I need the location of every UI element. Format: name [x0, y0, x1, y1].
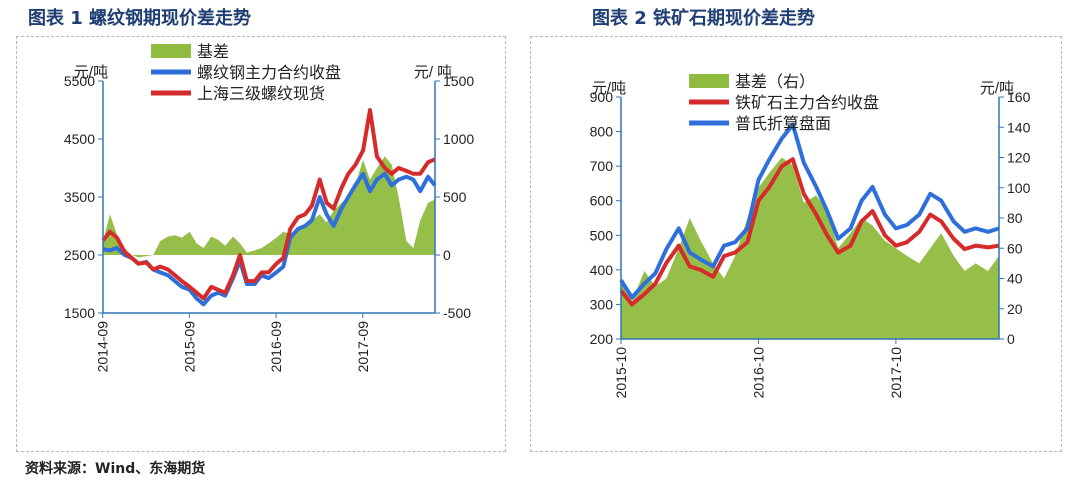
- iron-ore-basis-chart: 200 300 400 500 600 700 800 900 0 20 40 60 80 100 120 1…: [590, 73, 1031, 399]
- right-axis-unit: 元/ 吨: [414, 64, 452, 81]
- legend-label: 上海三级螺纹现货: [197, 85, 325, 103]
- left-tick-label: 5500: [64, 73, 95, 89]
- spot-line-series: [101, 108, 436, 301]
- left-tick-label: 3500: [64, 189, 95, 205]
- right-tick-label: 120: [1007, 150, 1031, 166]
- left-tick-label: 2500: [64, 247, 95, 263]
- chart-panel-1: 1500 2500 3500 4500 5500 -500 0 500 1000 1500 2014…: [16, 36, 506, 452]
- left-axis-unit: 元/吨: [592, 80, 626, 97]
- left-tick-label: 200: [590, 331, 614, 347]
- x-tick-label: 2015-10: [613, 347, 629, 399]
- legend-label: 螺纹钢主力合约收盘: [197, 63, 341, 82]
- right-tick-label: 1500: [443, 73, 474, 89]
- right-tick-label: 20: [1007, 301, 1023, 317]
- x-tick-label: 2016-09: [268, 321, 284, 373]
- right-tick-label: 500: [443, 189, 467, 205]
- x-tick-label: 2017-10: [888, 347, 904, 399]
- right-tick-label: 140: [1007, 119, 1031, 135]
- x-tick-label: 2017-09: [355, 321, 371, 373]
- figure-1-title: 图表 1 螺纹钢期现价差走势: [28, 8, 252, 29]
- x-tick-label: 2016-10: [750, 347, 766, 399]
- left-tick-label: 700: [590, 158, 614, 174]
- legend-label: 基差（右）: [735, 73, 815, 91]
- rebar-basis-chart: 15002500350045005500-5000500100015002014…: [64, 43, 475, 373]
- left-tick-label: 500: [590, 227, 614, 243]
- legend-label: 基差: [197, 43, 229, 61]
- futures-line-series: [619, 157, 1000, 307]
- right-tick-label: 40: [1007, 271, 1023, 287]
- basis-area-series: [621, 157, 999, 339]
- right-axis-unit: 元/吨: [980, 80, 1014, 97]
- legend-swatch-basis: [689, 74, 729, 88]
- spot-line-series: [619, 122, 1000, 300]
- right-tick-label: 0: [443, 247, 451, 263]
- figure-2-title: 图表 2 铁矿石期现价差走势: [592, 8, 816, 29]
- source-note: 资料来源：Wind、东海期货: [25, 461, 206, 477]
- legend-swatch-basis: [151, 44, 191, 58]
- right-tick-label: 160: [1007, 89, 1031, 105]
- right-tick-label: 1000: [443, 131, 474, 147]
- right-tick-label: 80: [1007, 210, 1023, 226]
- left-tick-label: 400: [590, 262, 614, 278]
- legend-label: 铁矿石主力合约收盘: [735, 93, 879, 112]
- right-tick-label: 0: [1007, 331, 1015, 347]
- right-tick-label: -500: [443, 305, 471, 321]
- left-tick-label: 4500: [64, 131, 95, 147]
- left-tick-label: 600: [590, 193, 614, 209]
- chart-panel-2: 200 300 400 500 600 700 800 900 0 20 40 60 80 100 120 1…: [530, 36, 1062, 452]
- left-axis-unit: 元/吨: [74, 64, 108, 81]
- right-tick-label: 100: [1007, 180, 1031, 196]
- right-tick-label: 60: [1007, 240, 1023, 256]
- futures-line-series: [102, 171, 437, 307]
- basis-area-series: [103, 156, 435, 258]
- legend-label: 普氏折算盘面: [735, 114, 831, 133]
- x-tick-label: 2014-09: [95, 321, 111, 373]
- left-tick-label: 900: [590, 89, 614, 105]
- left-tick-label: 1500: [64, 305, 95, 321]
- left-tick-label: 800: [590, 124, 614, 140]
- x-tick-label: 2015-09: [181, 321, 197, 373]
- left-tick-label: 300: [590, 296, 614, 312]
